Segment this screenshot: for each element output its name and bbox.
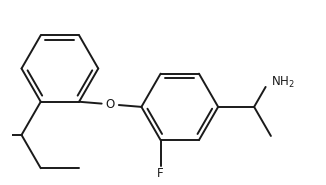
Text: O: O xyxy=(106,98,115,111)
Text: NH$_2$: NH$_2$ xyxy=(271,74,295,90)
Text: F: F xyxy=(157,167,164,180)
